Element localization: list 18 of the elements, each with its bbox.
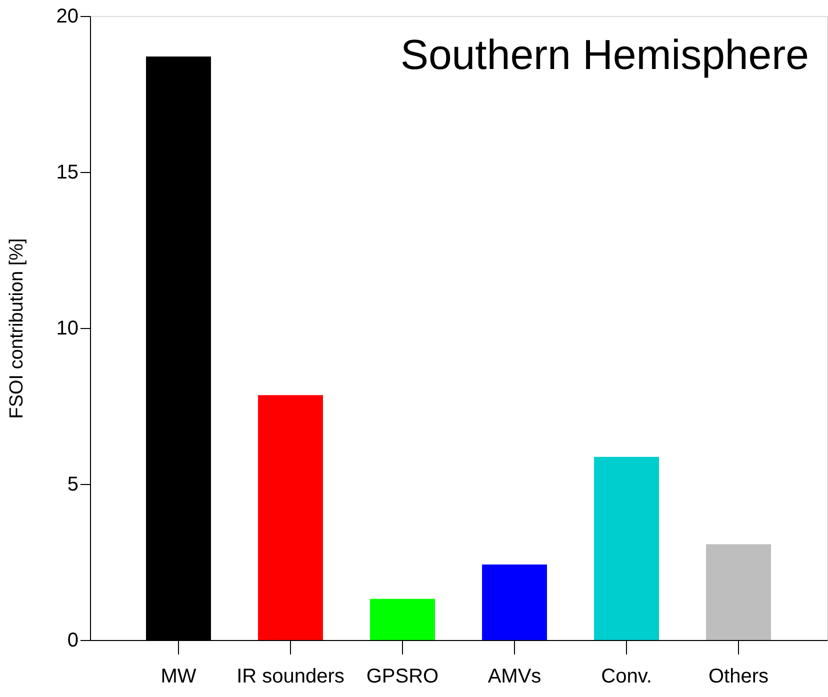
x-tick-label: MW [160,666,196,688]
bar [258,395,323,640]
y-tick-label: 15 [56,162,78,184]
x-tick-label: GPSRO [366,666,439,688]
y-tick-label: 0 [67,630,78,652]
x-tick-label: AMVs [488,666,542,688]
y-tick-label: 10 [56,318,78,340]
y-axis-title: FSOI contribution [%] [6,238,28,419]
bar [482,564,547,640]
bar [706,544,771,640]
y-tick-label: 5 [67,474,78,496]
bar [594,456,659,640]
bar [370,598,435,640]
x-tick-label: Conv. [601,666,652,688]
chart-title: Southern Hemisphere [400,31,809,78]
x-tick-label: IR sounders [236,666,344,688]
x-tick-label: Others [708,666,769,688]
y-tick-label: 20 [56,6,78,28]
